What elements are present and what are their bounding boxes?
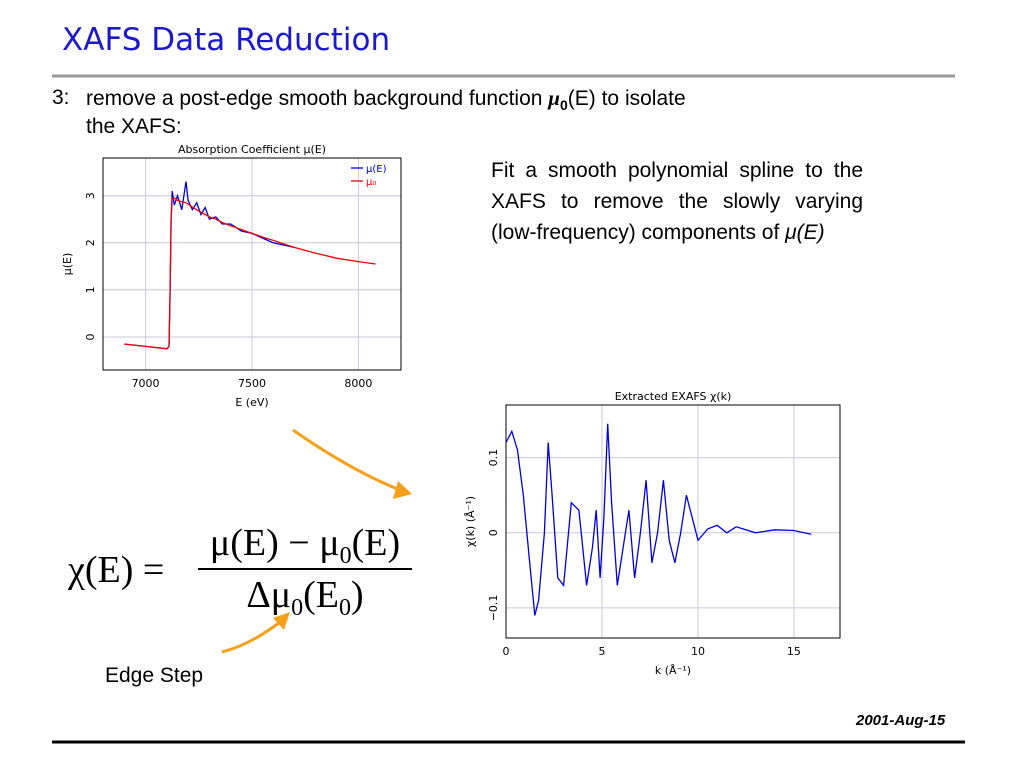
step-symbol: μ: [548, 86, 560, 110]
formula-part: (E: [303, 574, 339, 616]
plot-area: [506, 405, 840, 638]
chart-title: Absorption Coefficient μ(E): [178, 143, 326, 156]
date: 2001-Aug-15: [856, 712, 946, 729]
x-axis-label: k (Å⁻¹): [655, 664, 691, 677]
step-text: remove a post-edge smooth background fun…: [86, 86, 686, 113]
formula-part: (E): [352, 522, 401, 564]
chart: 7000 7500 8000 0 1 2 3 Absorption Coefficient μ…: [61, 143, 402, 409]
formula-part: Δμ: [246, 574, 291, 616]
description-text: Fit a smooth polynomial spline to the XA…: [491, 159, 863, 244]
x-tick-label: 0: [503, 645, 510, 658]
x-tick-label: 10: [691, 645, 705, 658]
legend-label: μ₀: [366, 177, 376, 188]
legend-label: μ(E): [366, 164, 387, 175]
formula-part: 0: [291, 595, 303, 621]
formula-part: 0: [340, 543, 352, 569]
formula-part: 0: [339, 595, 351, 621]
y-tick-label: 3: [84, 192, 97, 199]
description-symbol: μ(E): [785, 221, 825, 244]
formula-denominator: Δμ0(E0): [246, 574, 363, 621]
x-tick-label: 7500: [238, 377, 266, 390]
y-tick-label: 0: [487, 529, 500, 536]
y-tick-label: −0.1: [487, 595, 500, 622]
chart: 0 5 10 15 −0.1 0 0.1 Extracted EXAFS χ(k) k (Å⁻¹…: [464, 390, 841, 677]
arrow-head: [273, 612, 290, 630]
y-tick-label: 0: [84, 334, 97, 341]
x-axis-label: E (eV): [235, 396, 268, 409]
y-tick-label: 0.1: [487, 449, 500, 467]
arrow: [292, 428, 401, 492]
x-tick-label: 7000: [132, 377, 160, 390]
y-axis-label: χ(k) (Å⁻¹): [464, 496, 477, 547]
data-line: [505, 423, 812, 616]
y-tick-label: 1: [84, 286, 97, 293]
step-subscript: 0: [559, 97, 568, 114]
slide-title: XAFS Data Reduction: [62, 22, 391, 58]
description: Fit a smooth polynomial spline to the XA…: [491, 155, 863, 248]
step-part: (E) to isolate: [567, 87, 686, 110]
formula-part: ): [351, 574, 364, 616]
step-number: 3:: [52, 86, 70, 109]
plot-frame: [505, 404, 841, 639]
chart-title: Extracted EXAFS χ(k): [615, 390, 732, 403]
y-axis-label: μ(E): [61, 253, 74, 276]
arrow-head: [393, 481, 412, 499]
x-tick-label: 8000: [344, 377, 372, 390]
step-text-line2: the XAFS:: [86, 115, 182, 138]
plot-frame: [102, 157, 402, 371]
y-tick-label: 2: [84, 239, 97, 246]
arrow: [221, 620, 281, 654]
x-tick-label: 5: [598, 645, 605, 658]
edge-step-label: Edge Step: [105, 664, 204, 687]
x-tick-label: 15: [787, 645, 801, 658]
formula-numerator: μ(E) − μ0(E): [210, 522, 400, 569]
formula-lhs: χ(E) =: [67, 549, 164, 591]
step-part: remove a post-edge smooth background fun…: [86, 87, 549, 110]
data-line: [124, 197, 376, 350]
formula-part: μ(E) − μ: [210, 522, 340, 564]
